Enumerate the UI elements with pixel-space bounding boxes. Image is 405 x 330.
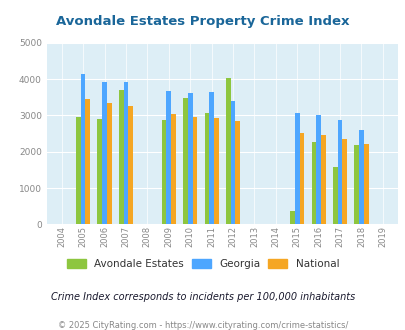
Bar bbox=[363, 144, 368, 224]
Legend: Avondale Estates, Georgia, National: Avondale Estates, Georgia, National bbox=[64, 256, 341, 273]
Bar bbox=[354, 145, 358, 224]
Bar bbox=[225, 78, 230, 224]
Bar bbox=[213, 118, 218, 224]
Bar bbox=[337, 120, 341, 224]
Bar bbox=[320, 135, 325, 224]
Bar bbox=[97, 119, 102, 224]
Bar bbox=[358, 130, 363, 224]
Bar bbox=[294, 113, 299, 224]
Bar bbox=[341, 139, 346, 224]
Bar bbox=[192, 117, 197, 224]
Text: Crime Index corresponds to incidents per 100,000 inhabitants: Crime Index corresponds to incidents per… bbox=[51, 292, 354, 302]
Bar bbox=[183, 98, 188, 224]
Text: © 2025 CityRating.com - https://www.cityrating.com/crime-statistics/: © 2025 CityRating.com - https://www.city… bbox=[58, 321, 347, 330]
Bar bbox=[230, 101, 235, 224]
Bar bbox=[166, 91, 171, 224]
Bar bbox=[161, 120, 166, 224]
Bar bbox=[235, 120, 239, 224]
Bar bbox=[128, 106, 133, 224]
Bar bbox=[76, 117, 81, 224]
Bar bbox=[209, 92, 213, 224]
Bar bbox=[204, 113, 209, 224]
Bar bbox=[85, 99, 90, 224]
Bar bbox=[290, 211, 294, 224]
Bar bbox=[102, 82, 107, 224]
Bar bbox=[81, 75, 85, 224]
Bar bbox=[299, 133, 304, 224]
Text: Avondale Estates Property Crime Index: Avondale Estates Property Crime Index bbox=[56, 15, 349, 28]
Bar bbox=[188, 93, 192, 224]
Bar bbox=[315, 115, 320, 224]
Bar bbox=[332, 167, 337, 224]
Bar bbox=[171, 114, 175, 224]
Bar bbox=[123, 82, 128, 224]
Bar bbox=[311, 142, 315, 224]
Bar bbox=[107, 103, 111, 224]
Bar bbox=[119, 90, 123, 224]
